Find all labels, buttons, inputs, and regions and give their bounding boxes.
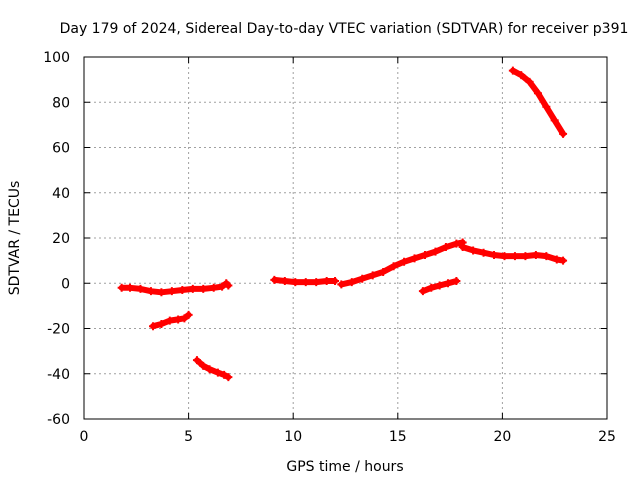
data-point: [224, 281, 233, 290]
data-point: [178, 286, 187, 295]
data-point: [224, 373, 233, 382]
data-point: [510, 252, 519, 261]
series-track-5: [337, 238, 467, 289]
data-point: [220, 370, 229, 379]
x-axis-label: GPS time / hours: [286, 459, 403, 475]
data-point: [418, 287, 427, 296]
y-axis-label: SDTVAR / TECUs: [7, 181, 23, 296]
data-point: [559, 129, 568, 138]
data-point: [410, 254, 419, 263]
data-point: [435, 281, 444, 290]
y-tick-label: -40: [47, 367, 70, 383]
data-point: [270, 275, 279, 284]
series-track-1: [117, 279, 233, 297]
data-point: [508, 66, 517, 75]
data-point: [368, 271, 377, 280]
data-point: [469, 246, 478, 255]
data-point: [379, 267, 388, 276]
data-point: [301, 278, 310, 287]
y-tick-label: 40: [52, 186, 70, 202]
data-point: [490, 250, 499, 259]
data-point: [479, 248, 488, 257]
x-tick-label: 0: [80, 429, 89, 445]
data-point: [533, 89, 542, 98]
data-point: [167, 287, 176, 296]
y-tick-label: 80: [52, 95, 70, 111]
data-point: [199, 284, 208, 293]
series-track-6: [418, 276, 461, 296]
y-tick-label: -60: [47, 412, 70, 428]
data-point: [521, 252, 530, 261]
data-series: [117, 66, 568, 382]
data-point: [149, 322, 158, 331]
data-point: [184, 310, 193, 319]
data-point: [427, 283, 436, 292]
series-track-8: [508, 66, 568, 138]
y-tick-label: 0: [61, 276, 70, 292]
data-point: [452, 239, 461, 248]
chart-title: Day 179 of 2024, Sidereal Day-to-day VTE…: [60, 21, 629, 37]
series-track-7: [458, 243, 568, 265]
data-point: [199, 361, 208, 370]
data-point: [337, 280, 346, 289]
data-point: [542, 252, 551, 261]
x-tick-label: 25: [598, 429, 616, 445]
x-tick-label: 20: [493, 429, 511, 445]
series-track-2: [149, 310, 193, 331]
data-point: [322, 276, 331, 285]
y-tick-label: 100: [43, 50, 70, 66]
data-point: [280, 276, 289, 285]
data-point: [347, 278, 356, 287]
data-point: [157, 319, 166, 328]
data-point: [192, 356, 201, 365]
data-point: [389, 262, 398, 271]
data-point: [500, 252, 509, 261]
data-point: [165, 316, 174, 325]
x-tick-label: 10: [284, 429, 302, 445]
data-point: [146, 287, 155, 296]
data-point: [531, 250, 540, 259]
data-point: [431, 247, 440, 256]
data-point: [157, 288, 166, 297]
x-tick-label: 15: [389, 429, 407, 445]
series-track-3: [192, 356, 233, 382]
data-point: [550, 116, 559, 125]
y-tick-label: 60: [52, 141, 70, 157]
data-point: [542, 102, 551, 111]
data-point: [517, 71, 526, 80]
data-point: [552, 255, 561, 264]
data-point: [312, 278, 321, 287]
data-point: [525, 77, 534, 86]
x-tick-label: 5: [184, 429, 193, 445]
data-point: [400, 257, 409, 266]
data-point: [213, 368, 222, 377]
data-point: [458, 243, 467, 252]
series-track-4: [270, 275, 340, 287]
data-point: [444, 279, 453, 288]
data-point: [218, 282, 227, 291]
data-point: [117, 283, 126, 292]
data-point: [174, 315, 183, 324]
data-point: [188, 284, 197, 293]
data-point: [452, 276, 461, 285]
data-point: [420, 250, 429, 259]
data-point: [205, 365, 214, 374]
axis-ticks: 0 5 10 15 20 25 -60 -40 -20 0 20 40 60 80 100: [43, 50, 616, 445]
data-point: [126, 283, 135, 292]
data-point: [291, 278, 300, 287]
data-point: [209, 283, 218, 292]
y-tick-label: -20: [47, 322, 70, 338]
data-point: [180, 314, 189, 323]
y-tick-label: 20: [52, 231, 70, 247]
data-point: [358, 274, 367, 283]
data-point: [559, 256, 568, 265]
data-point: [136, 284, 145, 293]
data-point: [441, 243, 450, 252]
data-point: [331, 276, 340, 285]
